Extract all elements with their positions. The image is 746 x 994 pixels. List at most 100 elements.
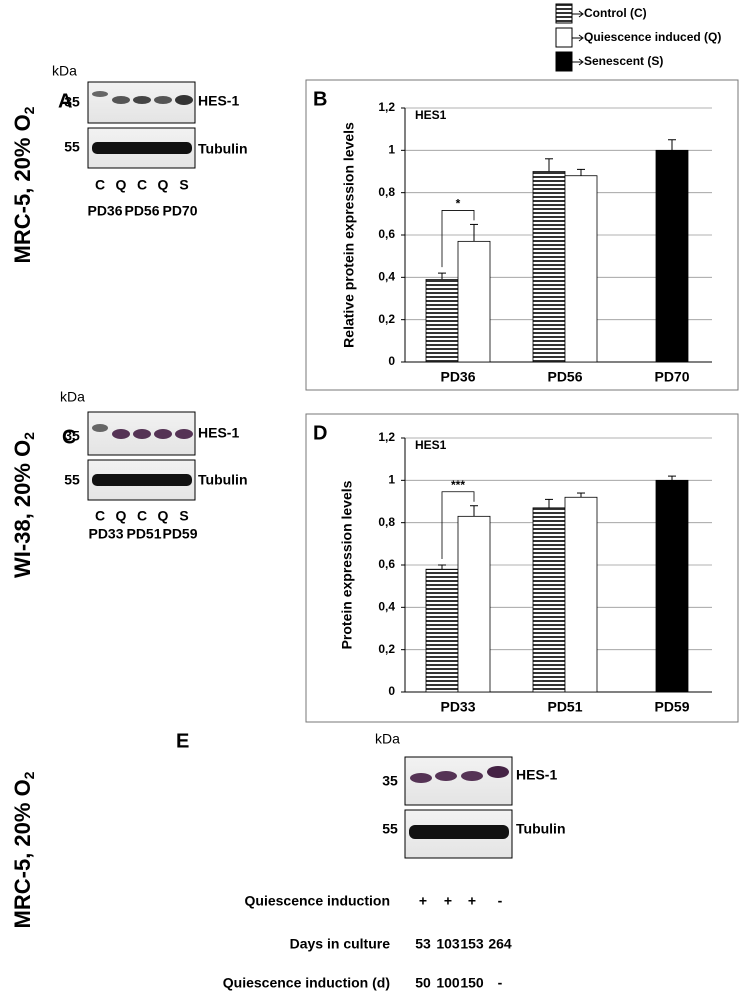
- significance-label: *: [456, 197, 461, 211]
- y-axis-label: Relative protein expression levels: [341, 122, 357, 348]
- blot-image: [404, 756, 513, 859]
- lane-label: C: [137, 177, 147, 193]
- chart-frame: [305, 79, 739, 391]
- lane-label: Q: [158, 508, 169, 524]
- x-tick-label: PD36: [440, 369, 475, 385]
- panel-letter: E: [176, 730, 189, 752]
- kda-label: kDa: [375, 731, 400, 747]
- bar: [425, 568, 459, 693]
- kda-label: kDa: [60, 389, 85, 405]
- bar: [532, 171, 566, 363]
- row-cell: +: [419, 893, 427, 909]
- kda-label: kDa: [52, 63, 77, 79]
- significance-bracket: [441, 210, 475, 268]
- panel-letter: A: [58, 90, 72, 112]
- row-cell: 264: [488, 936, 512, 952]
- bar: [655, 149, 689, 363]
- significance-label: ***: [451, 478, 465, 492]
- blot-image: [87, 81, 196, 169]
- marker-label: 55: [64, 472, 80, 488]
- y-tick-label: 1,2: [378, 430, 395, 444]
- lane-label: C: [137, 508, 147, 524]
- row-label: Days in culture: [290, 936, 391, 952]
- y-tick-label: 0,8: [378, 515, 395, 529]
- row-label: Quiescence induction: [245, 893, 390, 909]
- y-tick-label: 1: [388, 143, 395, 157]
- legend-swatch: [555, 27, 573, 48]
- y-tick-label: 0,6: [378, 557, 395, 571]
- lane-label: Q: [116, 508, 127, 524]
- significance-bracket: [441, 491, 475, 559]
- y-axis-label: Protein expression levels: [339, 480, 355, 649]
- legend-arrow-head: [578, 58, 584, 66]
- lane-label: Q: [158, 177, 169, 193]
- chart-frame: [305, 413, 739, 723]
- y-tick-label: 0,2: [378, 642, 395, 656]
- bar: [564, 496, 598, 693]
- side-label: MRC-5, 20% O2: [10, 106, 37, 263]
- x-tick-label: PD70: [654, 369, 689, 385]
- y-tick-label: 0,2: [378, 312, 395, 326]
- panel-annotation: HES1: [415, 108, 447, 122]
- y-tick-label: 0,6: [378, 227, 395, 241]
- row-cell: 150: [460, 975, 484, 991]
- y-tick-label: 1,2: [378, 100, 395, 114]
- legend-label: Senescent (S): [584, 54, 663, 68]
- marker-label: 35: [64, 428, 80, 444]
- row-cell: 100: [436, 975, 460, 991]
- x-tick-label: PD51: [547, 699, 582, 715]
- group-label: PD56: [124, 203, 159, 219]
- group-label: PD51: [126, 526, 161, 542]
- protein-label: Tubulin: [198, 472, 248, 488]
- bar: [532, 507, 566, 693]
- row-cell: +: [444, 893, 452, 909]
- panel-annotation: HES1: [415, 438, 447, 452]
- x-tick-label: PD56: [547, 369, 582, 385]
- panel-letter: B: [313, 88, 327, 110]
- group-label: PD36: [87, 203, 122, 219]
- row-label: Quiescence induction (d): [223, 975, 390, 991]
- protein-label: HES-1: [198, 93, 239, 109]
- blot-image: [87, 411, 196, 501]
- lane-label: S: [179, 177, 188, 193]
- marker-label: 55: [382, 821, 398, 837]
- protein-label: HES-1: [516, 767, 557, 783]
- bar: [655, 479, 689, 693]
- legend-arrow-head: [578, 10, 584, 18]
- lane-label: C: [95, 508, 105, 524]
- side-label: WI-38, 20% O2: [10, 432, 37, 578]
- y-tick-label: 0,8: [378, 185, 395, 199]
- protein-label: Tubulin: [516, 821, 566, 837]
- y-tick-label: 0: [388, 684, 395, 698]
- row-cell: -: [498, 893, 503, 909]
- row-cell: +: [468, 893, 476, 909]
- legend-label: Quiescence induced (Q): [584, 30, 721, 44]
- legend-swatch: [555, 3, 573, 24]
- row-cell: 50: [415, 975, 431, 991]
- protein-label: Tubulin: [198, 141, 248, 157]
- row-cell: 53: [415, 936, 431, 952]
- marker-label: 35: [64, 94, 80, 110]
- marker-label: 35: [382, 773, 398, 789]
- y-tick-label: 1: [388, 473, 395, 487]
- bar: [564, 175, 598, 363]
- panel-letter: D: [313, 422, 327, 444]
- row-cell: 153: [460, 936, 484, 952]
- bar: [457, 515, 491, 693]
- marker-label: 55: [64, 139, 80, 155]
- bar: [457, 240, 491, 363]
- side-label: MRC-5, 20% O2: [10, 771, 37, 928]
- x-tick-label: PD59: [654, 699, 689, 715]
- bar: [425, 279, 459, 363]
- group-label: PD33: [88, 526, 123, 542]
- lane-label: C: [95, 177, 105, 193]
- y-tick-label: 0,4: [378, 600, 395, 614]
- row-cell: -: [498, 975, 503, 991]
- legend-arrow-head: [578, 34, 584, 42]
- y-tick-label: 0,4: [378, 270, 395, 284]
- x-tick-label: PD33: [440, 699, 475, 715]
- lane-label: S: [179, 508, 188, 524]
- legend-swatch: [555, 51, 573, 72]
- protein-label: HES-1: [198, 425, 239, 441]
